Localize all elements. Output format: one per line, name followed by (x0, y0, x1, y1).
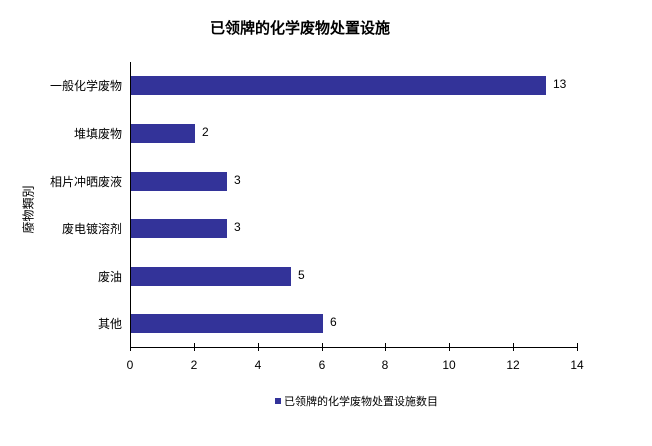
bar (131, 314, 323, 333)
category-label: 相片冲晒废液 (49, 175, 122, 189)
bar (131, 219, 227, 238)
bar-value-label: 13 (553, 77, 567, 91)
legend-swatch (275, 398, 281, 404)
legend: 已领牌的化学废物处置设施数目 (275, 393, 438, 409)
x-tick-label: 12 (506, 358, 520, 372)
bar-value-label: 2 (202, 125, 209, 139)
x-tick-label: 0 (126, 358, 134, 372)
category-label: 堆填废物 (73, 127, 122, 141)
bar (131, 76, 546, 95)
category-label: 废油 (97, 270, 122, 284)
bar (131, 267, 291, 286)
x-tick-label: 10 (442, 358, 456, 372)
x-axis-line (130, 347, 578, 348)
x-tick (513, 343, 514, 351)
x-tick-label: 6 (318, 358, 326, 372)
bar-value-label: 6 (330, 315, 337, 329)
x-tick (258, 343, 259, 351)
bar-value-label: 5 (298, 268, 305, 282)
x-tick (130, 343, 131, 351)
y-axis-line (130, 62, 131, 348)
bar (131, 124, 195, 143)
category-label: 其他 (97, 317, 122, 331)
bar (131, 172, 227, 191)
x-tick (449, 343, 450, 351)
x-tick-label: 2 (190, 358, 198, 372)
x-tick (385, 343, 386, 351)
category-label: 一般化学废物 (49, 79, 122, 93)
bar-value-label: 3 (234, 220, 241, 234)
legend-label: 已领牌的化学废物处置设施数目 (284, 395, 438, 408)
x-tick (322, 343, 323, 351)
bar-value-label: 3 (234, 173, 241, 187)
chart-title: 已领牌的化学废物处置设施 (209, 19, 390, 37)
x-tick (194, 343, 195, 351)
category-label: 废电镀溶剂 (61, 222, 122, 236)
x-tick-label: 4 (254, 358, 262, 372)
x-tick (577, 343, 578, 351)
x-tick-label: 8 (381, 358, 389, 372)
x-tick-label: 14 (570, 358, 584, 372)
